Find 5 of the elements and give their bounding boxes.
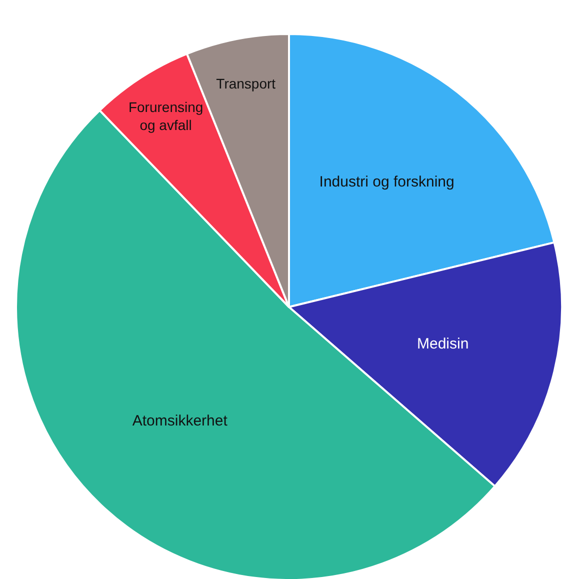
slice-label: Medisin xyxy=(417,335,469,352)
slice-label: Forurensing og avfall xyxy=(128,98,204,133)
slice-label: Transport xyxy=(216,75,276,92)
slice-label: Industri og forskning xyxy=(319,173,454,190)
slice-label: Atomsikkerhet xyxy=(132,412,228,430)
